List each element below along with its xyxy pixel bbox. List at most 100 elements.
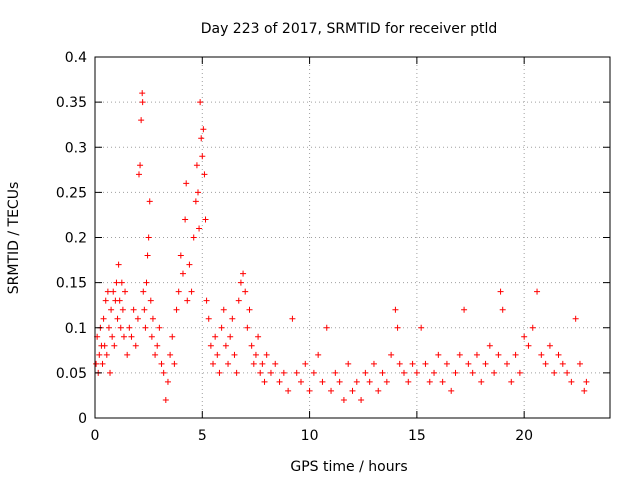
y-tick-label: 0	[78, 411, 87, 427]
data-point	[555, 351, 562, 358]
data-point	[319, 378, 326, 385]
data-point	[193, 162, 200, 169]
data-point	[212, 333, 219, 340]
data-point	[456, 351, 463, 358]
data-point	[491, 369, 498, 376]
data-point	[107, 369, 114, 376]
data-point	[572, 315, 579, 322]
data-point	[375, 387, 382, 394]
data-point	[240, 270, 247, 277]
data-point	[370, 360, 377, 367]
data-point	[255, 333, 262, 340]
data-point	[302, 360, 309, 367]
data-point	[158, 360, 165, 367]
data-point	[349, 387, 356, 394]
data-point	[581, 387, 588, 394]
data-point	[99, 360, 106, 367]
data-point	[183, 180, 190, 187]
data-point	[120, 333, 127, 340]
data-point	[102, 297, 109, 304]
data-point	[149, 315, 156, 322]
data-point	[145, 234, 152, 241]
data-point	[431, 369, 438, 376]
data-point	[469, 369, 476, 376]
data-point	[362, 369, 369, 376]
x-tick-label: 20	[515, 428, 533, 444]
data-point	[126, 324, 133, 331]
data-point	[103, 351, 110, 358]
data-point	[130, 306, 137, 313]
data-point	[413, 369, 420, 376]
data-point	[108, 306, 115, 313]
data-point	[182, 216, 189, 223]
data-point	[227, 333, 234, 340]
data-point	[293, 369, 300, 376]
data-point	[323, 324, 330, 331]
data-point	[220, 306, 227, 313]
data-point	[195, 189, 201, 196]
data-point	[202, 216, 209, 223]
data-point	[516, 369, 523, 376]
data-point	[160, 369, 167, 376]
data-point	[542, 360, 549, 367]
data-point	[114, 315, 121, 322]
data-point	[138, 117, 145, 124]
data-point	[529, 324, 536, 331]
y-tick-label: 0.05	[56, 366, 87, 382]
data-point	[169, 333, 176, 340]
data-point	[576, 360, 583, 367]
data-point	[568, 378, 575, 385]
data-point	[179, 270, 186, 277]
data-point	[122, 288, 129, 295]
data-point	[409, 360, 416, 367]
data-point	[201, 171, 208, 178]
data-point	[93, 360, 100, 367]
data-point	[392, 306, 399, 313]
data-point	[358, 396, 365, 403]
data-point	[473, 351, 480, 358]
data-point	[231, 351, 238, 358]
data-point	[205, 315, 212, 322]
data-point	[196, 225, 203, 232]
data-point	[119, 306, 126, 313]
data-point	[551, 369, 558, 376]
y-tick-label: 0.3	[65, 140, 87, 156]
y-tick-label: 0.2	[65, 231, 87, 247]
data-point	[116, 297, 123, 304]
data-point	[298, 378, 304, 385]
data-point	[140, 288, 147, 295]
data-point	[465, 360, 472, 367]
chart-title: Day 223 of 2017, SRMTID for receiver ptl…	[201, 21, 498, 37]
data-point	[218, 324, 225, 331]
data-point	[328, 387, 335, 394]
data-point	[426, 378, 433, 385]
y-tick-label: 0.25	[56, 185, 87, 201]
data-point	[559, 360, 566, 367]
data-point	[525, 342, 532, 349]
y-tick-label: 0.4	[65, 50, 87, 66]
data-point	[203, 297, 210, 304]
data-point	[388, 351, 395, 358]
data-point	[162, 396, 169, 403]
data-point	[495, 351, 502, 358]
data-point	[104, 288, 111, 295]
data-point	[285, 387, 292, 394]
data-point	[418, 324, 425, 331]
data-point	[192, 198, 199, 205]
data-point	[229, 315, 236, 322]
data-point	[263, 351, 270, 358]
y-tick-label: 0.15	[56, 276, 87, 292]
data-point	[115, 261, 122, 268]
data-point	[132, 342, 139, 349]
data-point	[345, 360, 352, 367]
data-point	[353, 378, 360, 385]
data-point	[478, 378, 485, 385]
data-point	[452, 369, 459, 376]
data-point	[267, 369, 274, 376]
data-point	[143, 279, 150, 286]
data-point	[175, 288, 182, 295]
data-point	[497, 288, 504, 295]
data-point	[443, 360, 450, 367]
data-point	[261, 378, 268, 385]
